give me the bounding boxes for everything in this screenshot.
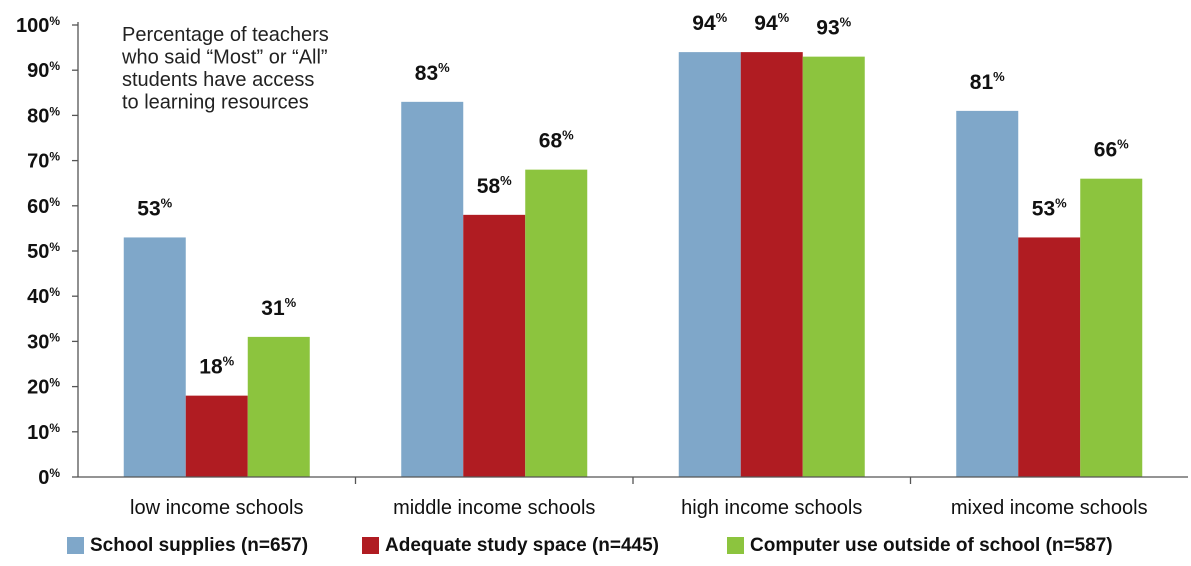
data-label: 93% (816, 15, 851, 40)
data-label: 94% (754, 10, 789, 35)
data-label: 53% (137, 195, 172, 220)
bar (185, 395, 248, 477)
bar (1080, 178, 1143, 477)
bar (401, 101, 464, 477)
legend-entry: Computer use outside of school (n=587) (750, 535, 1113, 556)
y-tick-label: 100% (16, 14, 60, 37)
x-axis: low income schools middle income schools h… (78, 476, 1188, 519)
data-label: 31% (261, 295, 296, 320)
data-label: 66% (1094, 137, 1129, 162)
bar (678, 52, 741, 478)
bar (802, 56, 865, 477)
legend: School supplies (n=657) Adequate study sp… (67, 535, 1113, 556)
bar (463, 214, 526, 477)
legend-swatch (67, 537, 84, 554)
y-tick-label: 50% (27, 240, 60, 263)
y-tick-label: 80% (27, 104, 60, 127)
y-tick-label: 20% (27, 376, 60, 399)
annotation-line: Percentage of teachers (122, 24, 329, 46)
x-tick-label: low income schools (130, 497, 303, 519)
legend-swatch (362, 537, 379, 554)
bars (123, 52, 1143, 478)
annotation-line: to learning resources (122, 92, 309, 114)
data-label: 53% (1032, 195, 1067, 220)
bar (1018, 237, 1081, 477)
data-label: 83% (415, 60, 450, 85)
annotation-line: who said “Most” or “All” (121, 47, 328, 69)
x-tick-label: high income schools (681, 497, 862, 519)
y-tick-label: 10% (27, 421, 60, 444)
y-tick-label: 40% (27, 285, 60, 308)
y-tick-label: 30% (27, 330, 60, 353)
legend-entry: School supplies (n=657) (90, 535, 308, 556)
data-label: 81% (970, 69, 1005, 94)
data-label: 68% (539, 128, 574, 153)
legend-entry: Adequate study space (n=445) (385, 535, 659, 556)
data-label: 18% (199, 354, 234, 379)
y-tick-label: 90% (27, 59, 60, 82)
y-tick-label: 60% (27, 195, 60, 218)
bar (123, 237, 186, 477)
data-label: 94% (692, 10, 727, 35)
legend-swatch (727, 537, 744, 554)
data-labels: 53% 18% 31% 83% 58% 68% 94% 94% 93% 81% 53% 66% (137, 10, 1129, 379)
y-axis: 0% 10% 20% 30% 40% 50% 60% 70% 80% 90% 100% (16, 14, 79, 489)
y-tick-label: 0% (38, 466, 60, 489)
annotation-line: students have access (122, 69, 314, 91)
bar (740, 52, 803, 478)
bar (247, 336, 310, 477)
x-tick-label: mixed income schools (951, 497, 1148, 519)
bar (525, 169, 588, 477)
bar (956, 110, 1019, 477)
data-label: 58% (477, 173, 512, 198)
x-tick-label: middle income schools (393, 497, 595, 519)
y-tick-label: 70% (27, 150, 60, 173)
